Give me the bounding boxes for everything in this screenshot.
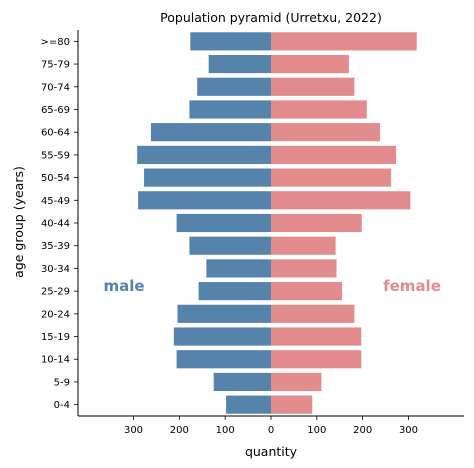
female-bar-25-29 bbox=[271, 282, 343, 301]
female-bar-15-19 bbox=[271, 327, 362, 346]
y-tick-label: 55-59 bbox=[41, 150, 70, 161]
female-side-label: female bbox=[383, 277, 441, 295]
chart-title: Population pyramid (Urretxu, 2022) bbox=[160, 10, 382, 25]
male-bar-0-4 bbox=[226, 395, 271, 414]
y-tick-label: 30-34 bbox=[41, 264, 70, 275]
x-tick-label: 300 bbox=[124, 425, 143, 436]
male-bar-65-69 bbox=[189, 100, 271, 119]
y-tick-label: 45-49 bbox=[41, 196, 70, 207]
male-bar-10-14 bbox=[176, 350, 271, 369]
male-bar-30-34 bbox=[206, 259, 271, 278]
male-bar-5-9 bbox=[213, 372, 271, 392]
male-bar-45-49 bbox=[138, 191, 271, 210]
y-tick-label: 40-44 bbox=[41, 219, 70, 230]
y-tick-label: 60-64 bbox=[41, 128, 70, 139]
female-bar-45-49 bbox=[271, 191, 411, 210]
y-axis-title: age group (years) bbox=[11, 166, 26, 278]
female-bar-20-24 bbox=[271, 304, 355, 323]
male-bar-25-29 bbox=[198, 282, 271, 301]
y-tick-label: 15-19 bbox=[41, 332, 70, 343]
x-axis: 300 200 100 0 100 200 300 bbox=[78, 415, 464, 436]
female-bar-50-54 bbox=[271, 168, 392, 187]
female-bar-35-39 bbox=[271, 236, 336, 255]
y-axis: 0-4 5-9 10-14 15-19 20-24 25-29 30-34 35-39 40-4… bbox=[41, 30, 79, 416]
x-tick-label: 100 bbox=[216, 425, 235, 436]
y-tick-label: 10-14 bbox=[41, 355, 70, 366]
female-bar-60-64 bbox=[271, 123, 381, 142]
y-tick-label: 65-69 bbox=[41, 105, 70, 116]
female-bar-70-74 bbox=[271, 77, 355, 96]
bars-group bbox=[137, 32, 417, 414]
y-tick-label: 0-4 bbox=[54, 400, 70, 411]
male-bar-40-44 bbox=[176, 213, 271, 233]
y-tick-label: 75-79 bbox=[41, 60, 70, 71]
female-bar-55-59 bbox=[271, 145, 397, 164]
y-tick-label: 5-9 bbox=[54, 377, 70, 388]
female-bar-30-34 bbox=[271, 259, 337, 278]
y-tick-label: 20-24 bbox=[41, 309, 70, 320]
y-tick-label: >=80 bbox=[41, 37, 70, 48]
male-bar-50-54 bbox=[144, 168, 271, 187]
female-bar-40-44 bbox=[271, 213, 362, 233]
x-tick-label: 300 bbox=[399, 425, 418, 436]
female-bar-5-9 bbox=[271, 372, 322, 392]
x-tick-label: 200 bbox=[170, 425, 189, 436]
female-bar-10-14 bbox=[271, 350, 362, 369]
y-tick-label: 25-29 bbox=[41, 287, 70, 298]
y-tick-label: 50-54 bbox=[41, 173, 70, 184]
male-bar-15-19 bbox=[173, 327, 271, 346]
male-bar-35-39 bbox=[189, 236, 271, 255]
male-bar-70-74 bbox=[197, 77, 271, 96]
y-tick-label: 70-74 bbox=[41, 82, 70, 93]
x-tick-label: 0 bbox=[268, 425, 274, 436]
male-side-label: male bbox=[103, 277, 144, 295]
female-bar-65-69 bbox=[271, 100, 367, 119]
male-bar-55-59 bbox=[137, 145, 271, 164]
male-bar-20-24 bbox=[177, 304, 271, 323]
x-tick-label: 100 bbox=[307, 425, 326, 436]
x-tick-label: 200 bbox=[353, 425, 372, 436]
male-bar-ge80 bbox=[190, 32, 271, 51]
y-tick-label: 35-39 bbox=[41, 241, 70, 252]
female-bar-ge80 bbox=[271, 32, 417, 51]
female-bar-0-4 bbox=[271, 395, 313, 414]
female-bar-75-79 bbox=[271, 54, 349, 74]
x-axis-title: quantity bbox=[245, 444, 298, 459]
male-bar-60-64 bbox=[150, 123, 271, 142]
male-bar-75-79 bbox=[208, 54, 271, 74]
